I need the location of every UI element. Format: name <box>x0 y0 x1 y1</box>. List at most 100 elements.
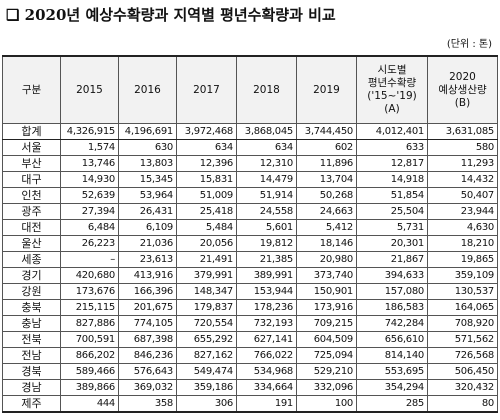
cell: 506,450 <box>427 363 498 380</box>
cell: 14,432 <box>427 171 498 188</box>
cell: 630 <box>118 139 177 156</box>
row-label: 대구 <box>2 171 61 188</box>
header-line: (A) <box>384 103 400 115</box>
cell: 148,347 <box>176 283 237 300</box>
cell: 153,944 <box>236 283 297 300</box>
row-label: 경기 <box>2 267 61 284</box>
row-label: 인천 <box>2 187 61 204</box>
cell: 51,854 <box>356 187 428 204</box>
cell: 571,562 <box>427 331 498 348</box>
cell: 5,731 <box>356 219 428 236</box>
cell: 687,398 <box>118 331 177 348</box>
cell: 4,196,691 <box>118 123 177 140</box>
table-row: 울산 26,223 21,036 20,056 19,812 18,146 20,301 18… <box>2 235 498 252</box>
cell: 53,964 <box>118 187 177 204</box>
cell: 627,141 <box>236 331 297 348</box>
cell: 24,663 <box>296 203 357 220</box>
cell: 25,418 <box>176 203 237 220</box>
column-header: 2018 <box>236 55 297 124</box>
cell: 580 <box>427 139 498 156</box>
row-label: 강원 <box>2 283 61 300</box>
header-line: 평년수확량 <box>367 77 417 89</box>
column-header: 2017 <box>176 55 237 124</box>
cell: 3,972,468 <box>176 123 237 140</box>
cell: 23,613 <box>118 251 177 268</box>
cell: 3,631,085 <box>427 123 498 140</box>
cell: 21,491 <box>176 251 237 268</box>
cell: 725,094 <box>296 347 357 364</box>
cell: 18,146 <box>296 235 357 252</box>
cell: 553,695 <box>356 363 428 380</box>
row-label: 광주 <box>2 203 61 220</box>
column-header: 2020 예상생산량 (B) <box>427 55 498 124</box>
cell: 602 <box>296 139 357 156</box>
title: ❏ 2020년 예상수확량과 지역별 평년수확량과 비교 <box>6 6 336 24</box>
cell: 389,991 <box>236 267 297 284</box>
row-label: 전북 <box>2 331 61 348</box>
header-line: 2015 <box>76 83 103 96</box>
cell: 13,803 <box>118 155 177 172</box>
cell: 3,868,045 <box>236 123 297 140</box>
cell: 186,583 <box>356 299 428 316</box>
row-label: 충북 <box>2 299 61 316</box>
cell: 529,210 <box>296 363 357 380</box>
cell: 4,326,915 <box>60 123 119 140</box>
row-label: 충남 <box>2 315 61 332</box>
cell: 5,484 <box>176 219 237 236</box>
cell: 157,080 <box>356 283 428 300</box>
cell: 3,744,450 <box>296 123 357 140</box>
cell: 5,412 <box>296 219 357 236</box>
unit-note: (단위 : 톤) <box>446 39 492 50</box>
cell: 866,202 <box>60 347 119 364</box>
cell: 604,509 <box>296 331 357 348</box>
cell: 742,284 <box>356 315 428 332</box>
cell: 12,396 <box>176 155 237 172</box>
cell: 589,466 <box>60 363 119 380</box>
cell: 15,831 <box>176 171 237 188</box>
header-line: 2016 <box>134 83 161 96</box>
cell: 11,293 <box>427 155 498 172</box>
table-row: 충남 827,886 774,105 720,554 732,193 709,215 742… <box>2 315 498 332</box>
cell: 15,345 <box>118 171 177 188</box>
cell: 23,944 <box>427 203 498 220</box>
column-header: 2015 <box>60 55 119 124</box>
row-label: 울산 <box>2 235 61 252</box>
table-row: 대구 14,930 15,345 15,831 14,479 13,704 14,918 14… <box>2 171 498 188</box>
table-body: 합계 4,326,915 4,196,691 3,972,468 3,868,045 3,… <box>2 123 498 413</box>
cell: 50,268 <box>296 187 357 204</box>
cell: 1,574 <box>60 139 119 156</box>
cell: 726,568 <box>427 347 498 364</box>
cell: 100 <box>296 395 357 413</box>
cell: 700,591 <box>60 331 119 348</box>
cell: 19,865 <box>427 251 498 268</box>
cell: 6,109 <box>118 219 177 236</box>
cell: 20,980 <box>296 251 357 268</box>
header-line: 2019 <box>313 83 340 96</box>
table-row: 대전 6,484 6,109 5,484 5,601 5,412 5,731 4,630 <box>2 219 498 236</box>
cell: 18,210 <box>427 235 498 252</box>
table-row: 전북 700,591 687,398 655,292 627,141 604,509 656… <box>2 331 498 348</box>
table-row: 제주 444 358 306 191 100 285 80 <box>2 395 498 413</box>
cell: 576,643 <box>118 363 177 380</box>
cell: 354,294 <box>356 379 428 396</box>
column-header: 시도별 평년수확량 ('15~'19) (A) <box>356 55 428 124</box>
cell: 50,407 <box>427 187 498 204</box>
table-row: 전남 866,202 846,236 827,162 766,022 725,094 814… <box>2 347 498 364</box>
cell: 720,554 <box>176 315 237 332</box>
cell: 13,704 <box>296 171 357 188</box>
cell: 709,215 <box>296 315 357 332</box>
cell: 634 <box>236 139 297 156</box>
cell: 420,680 <box>60 267 119 284</box>
cell: 549,474 <box>176 363 237 380</box>
header-line: 시도별 <box>377 64 407 76</box>
table-row: 광주 27,394 26,431 25,418 24,558 24,663 25,504 23… <box>2 203 498 220</box>
cell: 369,032 <box>118 379 177 396</box>
cell: 150,901 <box>296 283 357 300</box>
cell: 389,866 <box>60 379 119 396</box>
cell: 166,396 <box>118 283 177 300</box>
table-row: 합계 4,326,915 4,196,691 3,972,468 3,868,045 3,… <box>2 123 498 140</box>
cell: 80 <box>427 395 498 413</box>
cell: 633 <box>356 139 428 156</box>
table-row: 세종 –23,613 21,491 21,385 20,980 21,867 19,865 <box>2 251 498 268</box>
cell: 634 <box>176 139 237 156</box>
